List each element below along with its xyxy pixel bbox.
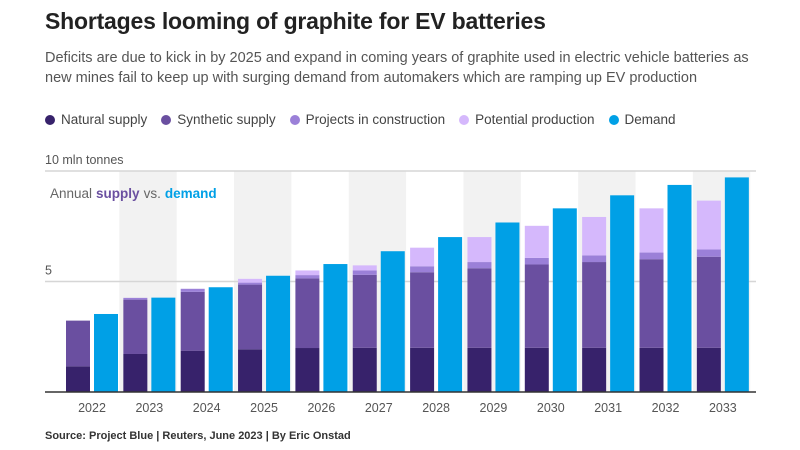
legend-item: Natural supply <box>45 112 147 127</box>
bar-demand <box>495 222 520 392</box>
legend-label: Natural supply <box>61 112 148 127</box>
legend-swatch <box>289 114 300 125</box>
x-tick-label: 2033 <box>709 401 737 415</box>
bar-synthetic-supply <box>352 274 377 348</box>
source-note: Source: Project Blue | Reuters, June 202… <box>45 430 351 442</box>
bar-synthetic-supply <box>123 299 148 354</box>
bar-projects-in-construction <box>467 262 492 269</box>
bar-projects-in-construction <box>352 270 377 275</box>
bar-demand <box>380 251 405 392</box>
x-tick-label: 2027 <box>365 401 393 415</box>
legend-label: Demand <box>624 112 676 127</box>
legend-item: Synthetic supply <box>161 112 276 127</box>
bar-projects-in-construction <box>696 249 721 257</box>
x-tick-label: 2023 <box>135 401 163 415</box>
y-tick-label: 5 <box>45 264 52 278</box>
bar-natural-supply <box>524 347 549 392</box>
bar-demand <box>151 297 176 392</box>
chart-title: Shortages looming of graphite for EV bat… <box>45 8 546 34</box>
bar-demand <box>724 177 749 392</box>
annotation-prefix: Annual <box>50 186 92 201</box>
legend-swatch <box>608 114 619 125</box>
bar-projects-in-construction <box>123 297 148 300</box>
bar-synthetic-supply <box>639 259 664 348</box>
x-tick-label: 2030 <box>537 401 565 415</box>
bar-natural-supply <box>410 347 435 392</box>
bar-synthetic-supply <box>238 284 263 350</box>
bar-potential-production <box>238 278 263 283</box>
bar-demand <box>94 313 118 392</box>
bar-natural-supply <box>352 347 377 392</box>
annotation-demand: demand <box>165 186 217 201</box>
bar-demand <box>208 287 233 392</box>
bar-projects-in-construction <box>582 255 607 263</box>
legend-label: Potential production <box>475 112 595 127</box>
bar-natural-supply <box>123 353 148 392</box>
bar-natural-supply <box>180 350 205 392</box>
x-tick-label: 2032 <box>652 401 680 415</box>
bar-projects-in-construction <box>639 252 664 260</box>
legend-item: Demand <box>608 112 676 127</box>
legend: Natural supply Synthetic supply Projects i… <box>45 112 676 127</box>
x-tick-label: 2022 <box>78 401 106 415</box>
x-tick-label: 2026 <box>307 401 335 415</box>
chart: 5 10 mln tonnes Annual supply vs. demand 2022 2… <box>45 153 756 415</box>
bar-projects-in-construction <box>295 275 320 279</box>
x-tick-label: 2031 <box>594 401 622 415</box>
bar-demand <box>552 208 577 392</box>
annotation-supply: supply <box>96 186 140 201</box>
bar-natural-supply <box>467 347 492 392</box>
legend-label: Synthetic supply <box>177 112 276 127</box>
bar-synthetic-supply <box>582 262 607 348</box>
bar-potential-production <box>639 208 664 253</box>
bar-synthetic-supply <box>180 291 205 351</box>
bar-synthetic-supply <box>410 272 435 348</box>
bar-natural-supply <box>582 347 607 392</box>
legend-swatch <box>459 114 470 125</box>
bar-synthetic-supply <box>295 278 320 349</box>
chart-subtitle: Deficits are due to kick in by 2025 and … <box>45 50 749 86</box>
bar-potential-production <box>524 225 549 258</box>
bar-demand <box>438 237 463 392</box>
legend-item: Potential production <box>459 112 595 127</box>
bar-demand <box>667 184 692 392</box>
bar-synthetic-supply <box>524 264 549 348</box>
x-tick-label: 2025 <box>250 401 278 415</box>
annotation-vs: vs. <box>144 186 161 201</box>
bar-natural-supply <box>238 349 263 392</box>
bar-natural-supply <box>295 348 320 392</box>
bar-potential-production <box>696 200 721 250</box>
y-tick-label: 10 mln tonnes <box>45 153 124 167</box>
x-tick-label: 2024 <box>193 401 221 415</box>
bar-demand <box>266 275 291 392</box>
legend-label: Projects in construction <box>305 112 446 127</box>
bar-natural-supply <box>639 347 664 392</box>
bar-potential-production <box>295 270 320 276</box>
bar-projects-in-construction <box>524 257 549 265</box>
bar-potential-production <box>352 265 377 271</box>
bar-projects-in-construction <box>410 266 435 273</box>
bar-potential-production <box>467 237 492 263</box>
bar-synthetic-supply <box>467 268 492 348</box>
bar-projects-in-construction <box>238 282 263 285</box>
supply-vs-demand-annotation: Annual supply vs. demand <box>50 186 217 201</box>
x-tick-label: 2028 <box>422 401 450 415</box>
bar-demand <box>610 195 635 392</box>
bar-synthetic-supply <box>66 320 90 367</box>
bar-demand <box>323 264 348 392</box>
bar-synthetic-supply <box>696 256 721 348</box>
legend-item: Projects in construction <box>289 112 446 127</box>
bar-natural-supply <box>66 366 90 392</box>
legend-swatch <box>45 114 55 125</box>
bar-potential-production <box>582 216 607 256</box>
bar-projects-in-construction <box>180 288 205 292</box>
x-tick-label: 2029 <box>480 401 508 415</box>
bar-potential-production <box>410 247 435 267</box>
legend-swatch <box>161 114 172 125</box>
bar-natural-supply <box>696 347 721 392</box>
